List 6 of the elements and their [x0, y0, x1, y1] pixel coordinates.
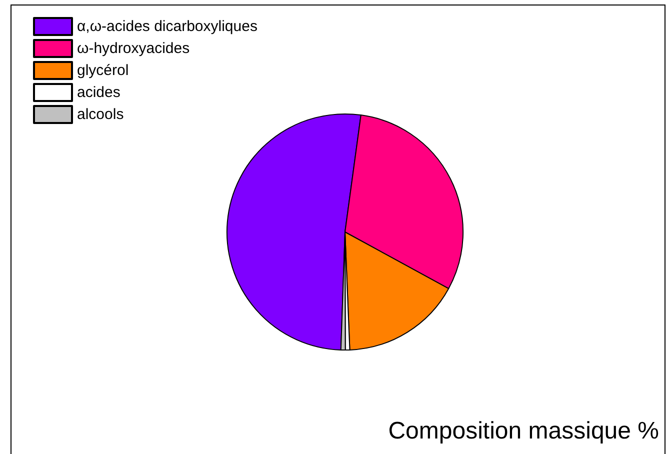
legend-label: ω-hydroxyacides	[77, 40, 190, 57]
legend-label: glycérol	[77, 62, 129, 79]
legend-label: α,ω-acides dicarboxyliques	[77, 18, 258, 35]
legend-label: alcools	[77, 106, 124, 123]
legend-label: acides	[77, 84, 120, 101]
text: Composition massique %	[388, 418, 660, 444]
